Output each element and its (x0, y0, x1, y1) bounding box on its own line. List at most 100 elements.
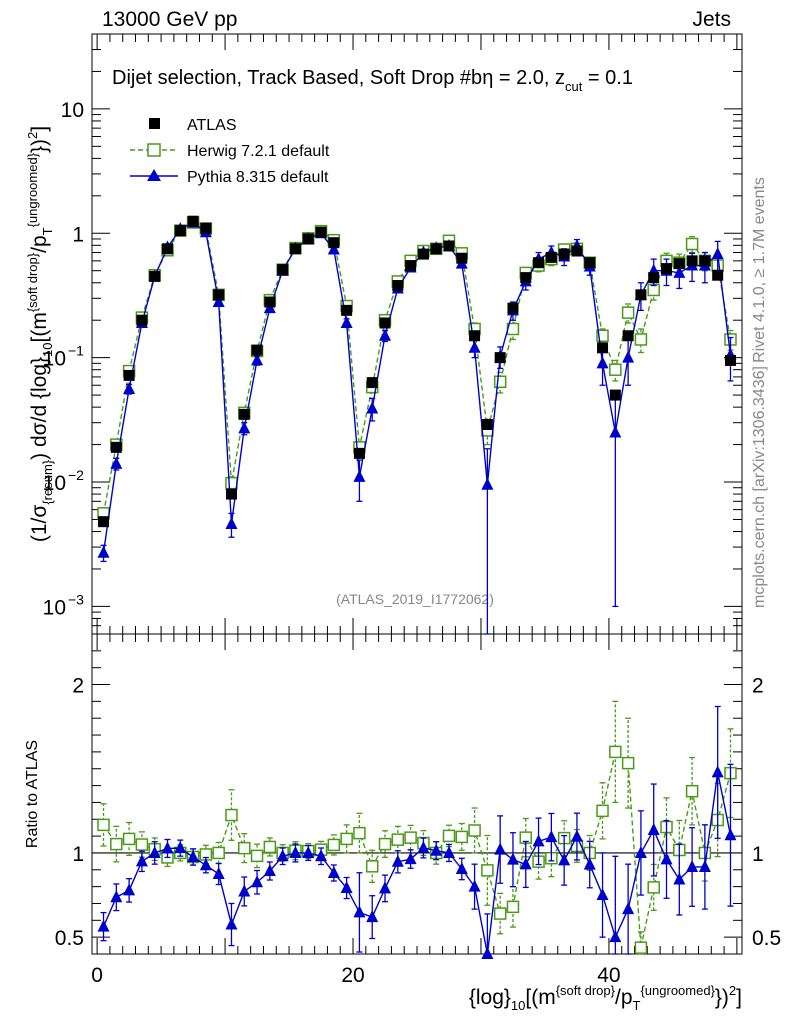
pythia-point (622, 350, 635, 363)
atlas-point (443, 240, 455, 252)
pythia-ratio-point (660, 852, 673, 865)
atlas-point (98, 516, 110, 528)
ratio-tick-label: 0.5 (55, 927, 84, 950)
ratio-tick-label-right: 2 (752, 675, 764, 698)
herwig-ratio-point (365, 860, 379, 873)
pythia-ratio-point (545, 830, 558, 843)
herwig-ratio-point (250, 849, 264, 863)
atlas-point (481, 419, 493, 431)
herwig-ratio-point (110, 837, 123, 851)
herwig-ratio-point (212, 846, 225, 860)
pythia-ratio-point (187, 849, 200, 862)
pythia-ratio-point (404, 852, 417, 865)
atlas-point (699, 255, 711, 267)
atlas-point (571, 245, 583, 257)
mcplots-label: mcplots.cern.ch [arXiv:1306.3436] (751, 366, 768, 608)
pythia-ratio-point (340, 881, 353, 894)
herwig-ratio-point (391, 833, 405, 846)
pythia-ratio-point (519, 857, 532, 870)
pythia-ratio-point (711, 765, 724, 778)
atlas-point (289, 243, 301, 255)
atlas-point (507, 302, 519, 314)
pythia-ratio-point (417, 840, 430, 853)
pythia-point (468, 340, 481, 353)
pythia-point (596, 356, 609, 369)
pythia-ratio-point (532, 834, 545, 847)
herwig-ratio-point (378, 837, 392, 851)
atlas-point (200, 222, 212, 234)
legend: ATLAS Herwig 7.2.1 default Pythia 8.315 … (130, 117, 330, 186)
pythia-ratio-point (455, 861, 468, 874)
watermark: (ATLAS_2019_I1772062) (336, 591, 494, 607)
legend-marker-pythia (147, 169, 161, 181)
chart-title: Dijet selection, Track Based, Soft Drop … (112, 67, 633, 94)
y-tick-label: 10 (43, 596, 66, 619)
y-tick-label: 10 (43, 472, 66, 495)
y-tick-label: 10 (43, 348, 66, 371)
pythia-ratio-point (174, 841, 187, 854)
y-tick-label-exp: −2 (68, 467, 84, 483)
y-tick-label-exp: −1 (68, 343, 84, 359)
legend-label-atlas: ATLAS (187, 117, 237, 134)
atlas-point (251, 344, 263, 356)
herwig-ratio-point (481, 864, 494, 877)
atlas-point (302, 233, 314, 245)
atlas-point (149, 270, 161, 282)
atlas-point (469, 330, 481, 342)
herwig-ratio-point (327, 838, 341, 852)
ratio-tick-label: 2 (72, 675, 84, 698)
herwig-ratio-point (493, 907, 507, 920)
category-label: Jets (692, 8, 731, 31)
atlas-point (174, 225, 186, 237)
legend-label-pythia: Pythia 8.315 default (187, 169, 329, 186)
pythia-ratio-point (135, 854, 148, 867)
y-axis-label: (1/σ{resum}) dσ/d {log}10[(m{soft drop}/… (25, 126, 55, 542)
pythia-ratio-point (148, 845, 161, 858)
atlas-point (558, 248, 570, 260)
atlas-point (584, 257, 596, 269)
atlas-point (366, 377, 378, 389)
pythia-ratio-point (379, 881, 392, 894)
x-tick-label: 40 (597, 964, 620, 987)
ratio-axis-label: Ratio to ATLAS (24, 740, 41, 848)
atlas-point (392, 280, 404, 292)
pythia-ratio-point (366, 910, 379, 923)
pythia-point (366, 401, 379, 414)
pythia-point (225, 516, 238, 529)
atlas-point (622, 330, 634, 342)
pythia-point (97, 545, 110, 558)
legend-label-herwig: Herwig 7.2.1 default (187, 143, 330, 160)
atlas-point (494, 352, 506, 364)
herwig-line (102, 221, 732, 514)
herwig-ratio-point (404, 831, 417, 844)
herwig-ratio-point (442, 829, 456, 843)
herwig-ratio-point (122, 832, 136, 846)
herwig-ratio-point (621, 756, 635, 770)
herwig-ratio-point (647, 881, 660, 894)
pythia-ratio-point (430, 843, 443, 856)
pythia-ratio-point (276, 849, 289, 862)
pythia-line (102, 221, 732, 553)
atlas-point (136, 314, 148, 326)
y-tick-label: 10 (61, 99, 84, 122)
pythia-point (251, 353, 264, 366)
pythia-ratio-point (698, 859, 711, 872)
pythia-ratio-point (583, 857, 596, 870)
atlas-point (213, 289, 225, 301)
ratio-tick-label: 1 (72, 843, 84, 866)
pythia-point (673, 265, 686, 278)
x-tick-label: 0 (91, 964, 103, 987)
pythia-ratio-point (686, 859, 699, 872)
pythia-ratio-point (724, 828, 737, 841)
atlas-point (277, 264, 289, 276)
herwig-point (596, 329, 609, 342)
pythia-ratio-point (212, 867, 225, 879)
atlas-point (635, 289, 647, 301)
pythia-ratio-point (622, 902, 635, 915)
x-tick-label: 20 (341, 964, 364, 987)
herwig-point (634, 333, 648, 346)
herwig-point (493, 375, 507, 389)
herwig-point (609, 363, 622, 376)
pythia-ratio-point (263, 863, 276, 876)
pythia-ratio-point (558, 853, 571, 866)
